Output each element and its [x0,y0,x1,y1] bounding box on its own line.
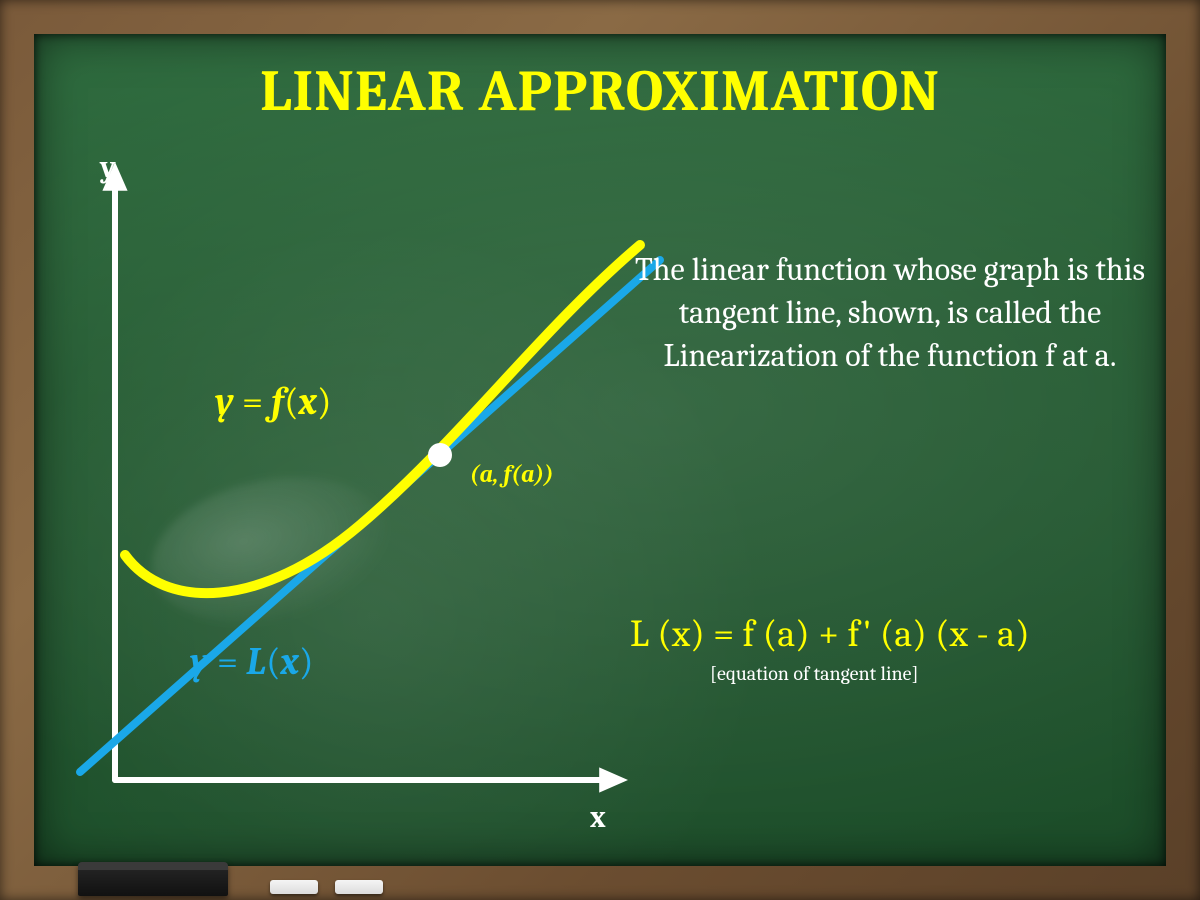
chalk-piece-2 [335,880,383,894]
chalkboard-surface [34,34,1166,866]
page-title: LINEAR APPROXIMATION [0,58,1200,125]
x-axis-label: x [590,800,606,835]
eraser-icon [78,862,228,896]
formula-subtext: [equation of tangent line] [710,662,918,685]
tangent-line-label: y = L(x) [190,640,313,684]
curve-label: y = f(x) [215,380,332,424]
chalk-piece-1 [270,880,318,894]
tangent-point-label: (a, f(a)) [470,460,554,488]
description-text: The linear function whose graph is this … [620,248,1160,378]
y-axis-label: y [100,150,116,185]
linearization-formula: L (x) = f (a) + f' (a) (x - a) [630,612,1030,656]
